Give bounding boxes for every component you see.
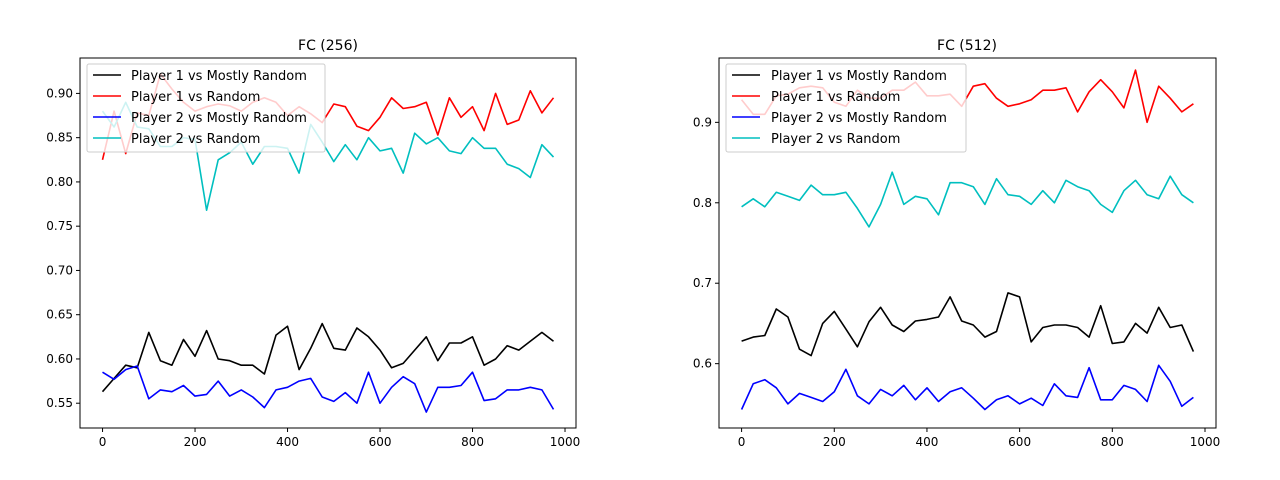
x-tick-label: 200 — [184, 435, 207, 449]
legend-label-player2-mostly-random: Player 2 vs Mostly Random — [131, 111, 307, 126]
series-line-player-1-vs-mostly-random — [101, 322, 554, 393]
x-tick-label: 400 — [915, 435, 938, 449]
series-line-player-1-vs-mostly-random — [741, 292, 1195, 357]
y-tick-label: 0.60 — [46, 352, 73, 366]
x-tick-label: 600 — [1008, 435, 1031, 449]
legend-box — [725, 63, 967, 153]
legend: Player 1 vs Mostly Random Player 1 vs Ra… — [725, 63, 967, 153]
x-tick-label: 200 — [823, 435, 846, 449]
y-tick-label: 0.9 — [693, 115, 712, 129]
y-tick-label: 0.65 — [46, 308, 73, 322]
plot-area — [79, 57, 577, 429]
legend-label-player2-mostly-random: Player 2 vs Mostly Random — [771, 111, 947, 126]
y-tick-label: 0.6 — [693, 357, 712, 371]
x-tick-label: 1000 — [1190, 435, 1221, 449]
x-tick-label: 400 — [276, 435, 299, 449]
y-tick-label: 0.55 — [46, 396, 73, 410]
chart-title: FC (256) — [298, 38, 358, 54]
series-line-player-2-vs-random — [741, 171, 1194, 228]
legend-label-player2-random: Player 2 vs Random — [131, 132, 260, 147]
y-tick-label: 0.8 — [693, 196, 712, 210]
legend-label-player1-random: Player 1 vs Random — [131, 90, 260, 105]
legend-label-player1-mostly-random: Player 1 vs Mostly Random — [771, 69, 947, 84]
y-tick-label: 0.75 — [46, 219, 73, 233]
legend: Player 1 vs Mostly Random Player 1 vs Ra… — [86, 63, 326, 153]
x-tick-label: 800 — [1101, 435, 1124, 449]
chart-title: FC (512) — [937, 38, 997, 54]
series-line-player-2-vs-mostly-random — [740, 364, 1194, 411]
x-tick-label: 0 — [99, 435, 107, 449]
x-tick-label: 0 — [738, 435, 746, 449]
series-line-player-2-vs-mostly-random — [102, 365, 555, 413]
x-tick-label: 600 — [369, 435, 392, 449]
x-tick-label: 800 — [461, 435, 484, 449]
legend-label-player1-mostly-random: Player 1 vs Mostly Random — [131, 69, 307, 84]
chart-fc-512: FC (512) 0 200 400 600 800 1000 0.6 0.7 0.8 0.9 P… — [693, 38, 1220, 449]
y-tick-label: 0.90 — [46, 86, 73, 100]
axis-ticks: 0 200 400 600 800 1000 0.6 0.7 0.8 0.9 — [693, 115, 1220, 449]
y-tick-label: 0.80 — [46, 175, 73, 189]
y-tick-label: 0.70 — [46, 263, 73, 277]
y-tick-label: 0.85 — [46, 131, 73, 145]
legend-label-player2-random: Player 2 vs Random — [771, 132, 900, 147]
x-tick-label: 1000 — [550, 435, 581, 449]
legend-label-player1-random: Player 1 vs Random — [771, 90, 900, 105]
axis-ticks: 0 200 400 600 800 1000 0.55 0.60 0.65 0.70 0.75 0.8… — [46, 86, 580, 449]
legend-box — [86, 63, 326, 153]
plot-area — [718, 57, 1217, 429]
chart-fc-256: FC (256) 0 200 400 600 800 1000 0.55 0.60 0.65 0.… — [46, 38, 580, 449]
y-tick-label: 0.7 — [693, 276, 712, 290]
